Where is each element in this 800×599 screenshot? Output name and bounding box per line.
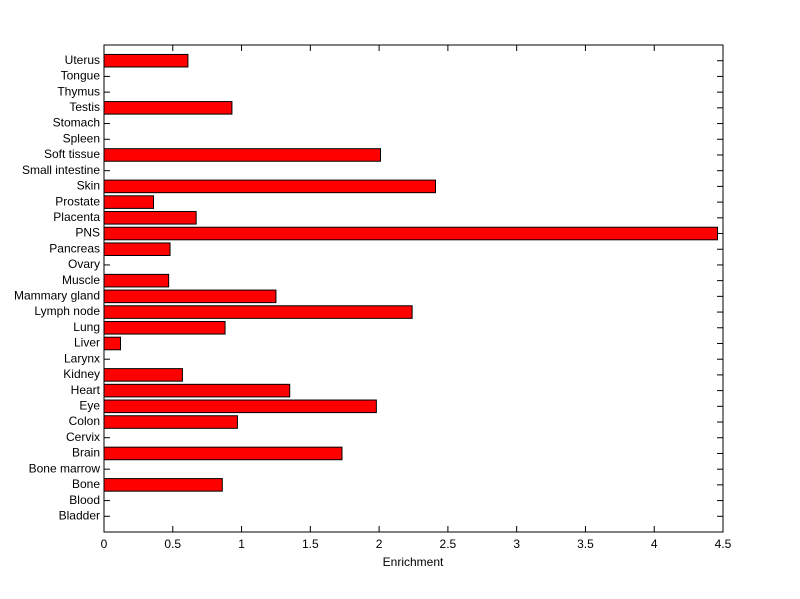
x-tick-label: 0.5	[164, 537, 181, 551]
x-tick-label: 1	[238, 537, 245, 551]
y-tick-label: Blood	[69, 493, 100, 507]
x-tick-label: 3	[513, 537, 520, 551]
bar	[103, 415, 238, 429]
x-tick-label: 3.5	[577, 537, 594, 551]
x-tick-label: 2.5	[440, 537, 457, 551]
y-tick-label: Prostate	[55, 194, 100, 208]
bar	[103, 289, 277, 304]
y-tick-label: Pancreas	[49, 241, 100, 255]
y-tick-label: Lymph node	[34, 304, 100, 318]
bar	[103, 242, 171, 257]
y-tick-label: Tongue	[61, 69, 101, 83]
y-tick-label: Uterus	[65, 53, 100, 67]
bar	[103, 53, 189, 68]
bar	[103, 399, 377, 414]
y-tick-label: Lung	[73, 320, 100, 334]
y-tick-label: Stomach	[53, 116, 100, 130]
y-tick-label: Eye	[79, 398, 100, 412]
y-tick-label: Placenta	[53, 210, 100, 224]
bar	[103, 336, 122, 351]
bar	[103, 179, 437, 194]
y-tick-label: Bone	[72, 477, 100, 491]
y-tick-label: Liver	[74, 336, 100, 350]
y-tick-label: Muscle	[62, 273, 100, 287]
y-tick-label: Mammary gland	[14, 289, 100, 303]
y-tick-label: Soft tissue	[44, 147, 100, 161]
y-tick-label: Bone marrow	[29, 461, 101, 475]
y-tick-label: Heart	[71, 383, 101, 397]
bar	[103, 320, 226, 335]
bar	[103, 383, 291, 398]
bar	[103, 273, 170, 288]
bar	[103, 148, 381, 162]
x-tick-label: 4	[651, 537, 658, 551]
x-axis-label: Enrichment	[383, 555, 444, 569]
y-tick-label: Kidney	[63, 367, 100, 381]
y-tick-label: PNS	[75, 226, 100, 240]
bar	[103, 368, 183, 382]
bar	[103, 478, 223, 492]
y-tick-label: Cervix	[66, 430, 100, 444]
bar	[103, 305, 413, 319]
bar	[103, 226, 718, 241]
bar	[103, 446, 343, 461]
x-tick-label: 4.5	[715, 537, 732, 551]
x-tick-label: 1.5	[302, 537, 319, 551]
y-tick-label: Small intestine	[22, 163, 100, 177]
bar	[103, 101, 233, 115]
y-tick-label: Ovary	[68, 257, 100, 271]
y-tick-label: Colon	[69, 414, 100, 428]
bar	[103, 195, 155, 209]
bar	[103, 211, 197, 225]
y-tick-label: Thymus	[57, 84, 100, 98]
x-tick-label: 0	[101, 537, 108, 551]
y-tick-label: Testis	[69, 100, 100, 114]
y-tick-label: Larynx	[64, 351, 100, 365]
y-tick-label: Brain	[72, 446, 100, 460]
x-tick-label: 2	[376, 537, 383, 551]
y-tick-label: Bladder	[59, 508, 100, 522]
y-tick-label: Spleen	[63, 131, 100, 145]
y-tick-label: Skin	[77, 179, 100, 193]
